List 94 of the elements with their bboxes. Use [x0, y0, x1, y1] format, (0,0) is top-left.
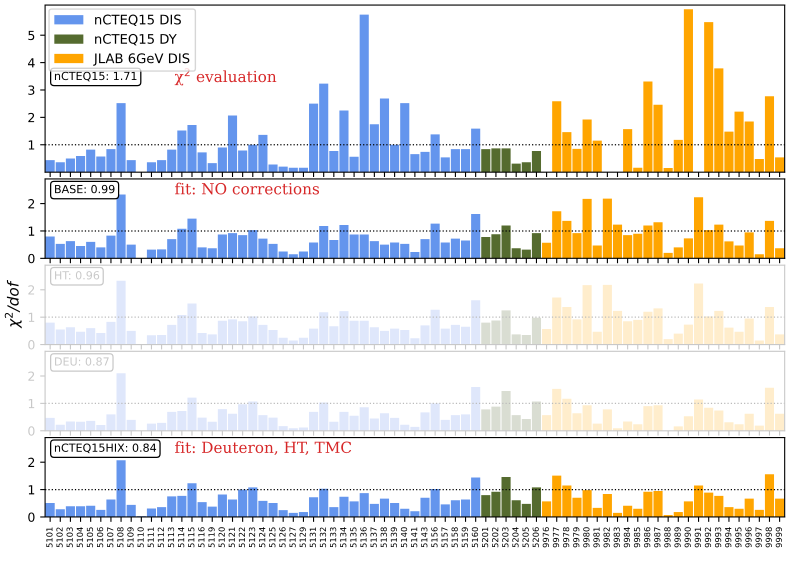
y-tick-label: 0: [28, 512, 35, 522]
x-tick-label: 9978: [562, 527, 570, 548]
x-tick-label: 5141: [411, 527, 418, 548]
x-tick-label: 5202: [492, 528, 498, 548]
x-tick-label: 9980: [583, 527, 590, 548]
y-tick-label: 2: [28, 458, 34, 467]
annotation: BASE: 0.99: [55, 184, 114, 194]
x-tick-label: 9998: [766, 527, 772, 548]
x-tick-label: 5206: [532, 527, 539, 548]
x-tick-label: 5110: [137, 527, 144, 548]
y-tick-label: 2: [28, 112, 34, 122]
x-tick-label: 9985: [634, 527, 640, 548]
x-tick-label: 5109: [127, 527, 134, 548]
x-tick-label: 5139: [390, 527, 398, 548]
x-tick-label: 9996: [745, 527, 752, 548]
x-tick-label: 5129: [300, 527, 306, 548]
annotation: fit: Deuteron, HT, TMC: [175, 441, 352, 455]
x-tick-label: 5115: [188, 527, 194, 548]
x-tick-label: 9979: [573, 527, 580, 548]
x-tick-label: 9982: [603, 528, 610, 548]
x-tick-label: 5158: [452, 527, 458, 548]
x-tick-label: 5133: [330, 527, 336, 548]
x-tick-label: 9994: [725, 527, 732, 548]
x-tick-label: 5111: [148, 527, 154, 548]
x-tick-label: 5131: [310, 527, 316, 548]
y-tick-label: 0: [28, 254, 35, 264]
x-tick-label: 5119: [208, 527, 215, 548]
x-tick-label: 5123: [248, 527, 256, 548]
x-tick-label: 5116: [198, 527, 205, 548]
x-tick-label: 5108: [117, 527, 124, 548]
x-tick-label: 9981: [593, 527, 600, 548]
legend-label: nCTEQ15 DIS: [95, 14, 181, 26]
x-tick-label: 9991: [694, 527, 701, 548]
x-tick-label: 5204: [512, 527, 519, 548]
x-tick-label: 5127: [289, 527, 296, 548]
x-tick-label: 5140: [400, 527, 408, 548]
x-tick-label: 5114: [178, 527, 184, 548]
annotation: χ$^{2}$ evaluation: [174, 68, 276, 86]
x-tick-label: 5112: [158, 528, 164, 548]
y-tick-label: 3: [28, 85, 34, 95]
x-tick-label: 5205: [522, 527, 529, 548]
y-tick-label: 1: [28, 226, 34, 236]
annotation: nCTEQ15: 1.71: [54, 72, 136, 82]
x-tick-label: 5124: [259, 527, 266, 548]
x-tick-label: 5201: [482, 527, 488, 548]
x-tick-label: 9986: [644, 527, 650, 548]
x-tick-label: 5135: [350, 527, 357, 548]
legend-label: nCTEQ15 DY: [95, 34, 177, 46]
x-tick-label: 9987: [654, 527, 660, 548]
x-tick-label: 5160: [472, 527, 478, 548]
x-tick-label: 9977: [552, 527, 560, 548]
x-tick-label: 9992: [704, 528, 712, 548]
x-tick-label: 5105: [86, 527, 94, 548]
y-tick-label: 4: [28, 58, 35, 68]
x-tick-label: 9997: [755, 527, 762, 548]
x-tick-label: 9983: [614, 527, 620, 548]
y-tick-label: 5: [28, 30, 34, 40]
legend-label: JLAB 6GeV DIS: [93, 53, 190, 66]
y-axis-title: χ$^{2}$/dof: [4, 280, 22, 329]
x-tick-label: 9984: [624, 527, 630, 548]
x-tick-label: 5136: [360, 527, 367, 548]
annotation: fit: NO corrections: [175, 182, 320, 194]
x-tick-label: 5137: [370, 527, 377, 548]
x-tick-label: 5107: [107, 527, 114, 548]
x-tick-label: 5104: [76, 527, 83, 548]
x-tick-label: 5121: [228, 527, 235, 548]
x-tick-label: 5157: [441, 527, 448, 548]
x-tick-label: 5203: [502, 527, 508, 548]
y-tick-label: 1: [28, 140, 34, 150]
x-tick-label: 5134: [340, 527, 346, 548]
y-tick-label: 1: [28, 485, 34, 494]
x-tick-label: 9976: [542, 527, 550, 548]
x-tick-label: 9988: [664, 527, 671, 548]
x-tick-label: 5102: [56, 528, 63, 548]
annotation: nCTEQ15HIX: 0.84: [54, 443, 156, 454]
x-tick-label: 9993: [714, 527, 722, 548]
x-tick-label: 9990: [684, 527, 691, 548]
x-tick-label: 9999: [776, 527, 782, 548]
x-tick-label: 9989: [674, 527, 681, 548]
x-tick-label: 5101: [46, 527, 53, 548]
x-tick-label: 5132: [320, 528, 326, 548]
x-tick-label: 5113: [168, 527, 174, 548]
x-tick-label: 5126: [279, 527, 286, 548]
x-tick-label: 5103: [66, 527, 73, 548]
x-tick-label: 5138: [380, 527, 387, 548]
x-tick-label: 5125: [269, 527, 276, 548]
x-tick-label: 5159: [462, 527, 468, 548]
x-tick-label: 5120: [218, 527, 225, 548]
x-tick-label: 5106: [96, 527, 104, 548]
y-tick-label: 2: [28, 199, 34, 208]
x-tick-label: 5122: [238, 528, 246, 548]
x-tick-label: 5156: [431, 527, 438, 548]
x-tick-label: 5143: [421, 527, 428, 548]
x-tick-label: 9995: [735, 527, 742, 548]
